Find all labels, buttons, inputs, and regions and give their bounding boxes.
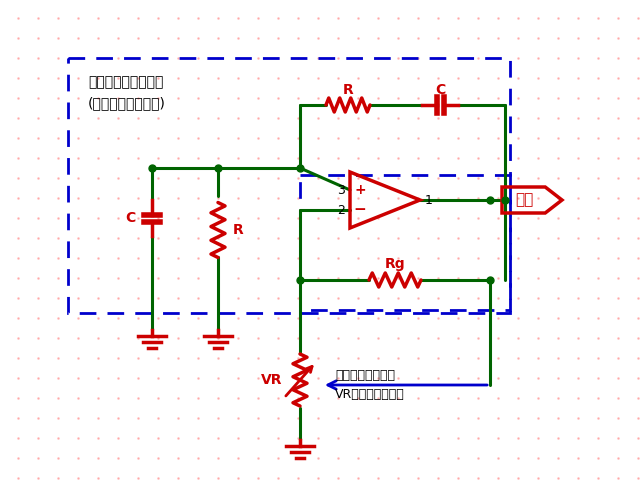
Text: 2: 2 bbox=[337, 204, 345, 216]
Text: C: C bbox=[125, 211, 135, 225]
Text: C: C bbox=[435, 83, 445, 97]
Bar bbox=[300, 175, 510, 310]
Text: 1: 1 bbox=[425, 193, 433, 206]
Text: (発振周波数を決定): (発振周波数を決定) bbox=[88, 96, 166, 110]
Text: 3: 3 bbox=[337, 183, 345, 196]
Text: −: − bbox=[354, 203, 366, 217]
Text: R: R bbox=[342, 83, 353, 97]
Text: VR: VR bbox=[261, 373, 283, 387]
Text: Rg: Rg bbox=[385, 257, 405, 271]
Text: 出力: 出力 bbox=[516, 192, 534, 207]
Text: +: + bbox=[354, 183, 366, 197]
Bar bbox=[68, 58, 510, 313]
Text: R: R bbox=[232, 223, 243, 237]
Text: バンドパスフィルタ: バンドパスフィルタ bbox=[88, 75, 163, 89]
Text: 出力振幅に応じて
VRをコントロール: 出力振幅に応じて VRをコントロール bbox=[335, 369, 404, 401]
